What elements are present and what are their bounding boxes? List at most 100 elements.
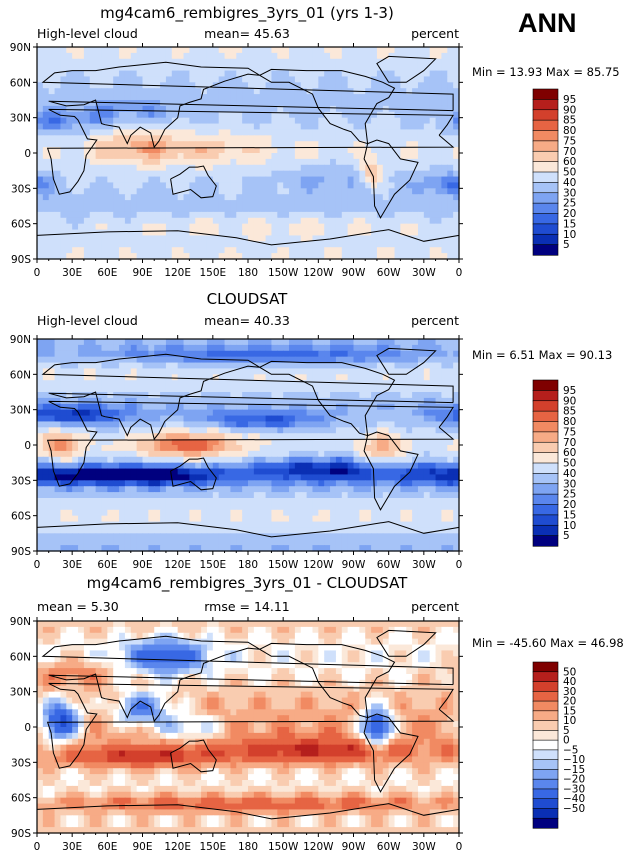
- heatmap-cell: [160, 357, 166, 363]
- heatmap-cell: [107, 141, 113, 147]
- heatmap-cell: [43, 398, 49, 404]
- heatmap-cell: [101, 206, 107, 212]
- heatmap-cell: [371, 94, 377, 100]
- heatmap-cell: [154, 206, 160, 212]
- heatmap-cell: [178, 469, 184, 475]
- heatmap-cell: [172, 224, 178, 230]
- heatmap-cell: [143, 339, 149, 345]
- heatmap-cell: [184, 416, 190, 422]
- heatmap-cell: [154, 510, 160, 516]
- heatmap-cell: [55, 218, 61, 224]
- lon-tick-label: 150W: [268, 267, 299, 279]
- heatmap-cell: [107, 463, 113, 469]
- heatmap-cell: [330, 510, 336, 516]
- heatmap-cell: [107, 416, 113, 422]
- heatmap-cell: [172, 416, 178, 422]
- heatmap-cell: [289, 235, 295, 241]
- heatmap-cell: [406, 230, 412, 236]
- heatmap-cell: [78, 498, 84, 504]
- heatmap-cell: [107, 218, 113, 224]
- heatmap-cell: [289, 212, 295, 218]
- heatmap-cell: [312, 171, 318, 177]
- heatmap-cell: [295, 194, 301, 200]
- heatmap-cell: [119, 230, 125, 236]
- heatmap-cell: [430, 94, 436, 100]
- heatmap-cell: [230, 235, 236, 241]
- heatmap-cell: [283, 339, 289, 345]
- panel-minmax: Min = 13.93 Max = 85.75: [472, 65, 620, 79]
- heatmap-cell: [254, 94, 260, 100]
- heatmap-cell: [318, 474, 324, 480]
- heatmap-cell: [336, 47, 342, 53]
- heatmap-cell: [43, 224, 49, 230]
- heatmap-cell: [436, 177, 442, 183]
- heatmap-cell: [195, 463, 201, 469]
- heatmap-cell: [412, 182, 418, 188]
- heatmap-cell: [37, 433, 43, 439]
- heatmap-cell: [225, 141, 231, 147]
- heatmap-cell: [37, 368, 43, 374]
- heatmap-cell: [160, 218, 166, 224]
- heatmap-cell: [377, 480, 383, 486]
- heatmap-cell: [60, 410, 66, 416]
- heatmap-cell: [131, 351, 137, 357]
- heatmap-cell: [277, 194, 283, 200]
- heatmap-cell: [154, 235, 160, 241]
- heatmap-cell: [307, 463, 313, 469]
- heatmap-cell: [195, 153, 201, 159]
- heatmap-cell: [289, 165, 295, 171]
- heatmap-cell: [271, 247, 277, 253]
- heatmap-cell: [242, 47, 248, 53]
- heatmap-cell: [37, 200, 43, 206]
- heatmap-cell: [377, 404, 383, 410]
- heatmap-cell: [307, 241, 313, 247]
- heatmap-cell: [365, 135, 371, 141]
- heatmap-cell: [148, 47, 154, 53]
- heatmap-cell: [336, 118, 342, 124]
- heatmap-cell: [236, 410, 242, 416]
- heatmap-cell: [242, 433, 248, 439]
- heatmap-cell: [131, 71, 137, 77]
- heatmap-cell: [148, 177, 154, 183]
- heatmap-cell: [101, 135, 107, 141]
- heatmap-cell: [430, 147, 436, 153]
- heatmap-cell: [441, 153, 447, 159]
- heatmap-cell: [359, 135, 365, 141]
- heatmap-cell: [318, 510, 324, 516]
- heatmap-cell: [336, 445, 342, 451]
- heatmap-cell: [248, 106, 254, 112]
- heatmap-cell: [78, 218, 84, 224]
- heatmap-cell: [412, 392, 418, 398]
- heatmap-cell: [154, 380, 160, 386]
- heatmap-cell: [230, 200, 236, 206]
- heatmap-cell: [242, 247, 248, 253]
- heatmap-cell: [236, 421, 242, 427]
- heatmap-cell: [143, 171, 149, 177]
- heatmap-cell: [400, 463, 406, 469]
- heatmap-cell: [37, 59, 43, 65]
- heatmap-cell: [72, 386, 78, 392]
- heatmap-cell: [230, 404, 236, 410]
- heatmap-cell: [131, 510, 137, 516]
- colorbar-swatch: [533, 193, 558, 204]
- heatmap-cell: [101, 433, 107, 439]
- heatmap-cell: [143, 492, 149, 498]
- heatmap-cell: [424, 212, 430, 218]
- heatmap-cell: [49, 404, 55, 410]
- heatmap-cell: [184, 486, 190, 492]
- heatmap-cell: [307, 439, 313, 445]
- heatmap-cell: [201, 492, 207, 498]
- heatmap-cell: [248, 182, 254, 188]
- heatmap-cell: [430, 47, 436, 53]
- heatmap-cell: [96, 218, 102, 224]
- heatmap-cell: [383, 147, 389, 153]
- heatmap-cell: [418, 177, 424, 183]
- heatmap-cell: [377, 94, 383, 100]
- heatmap-cell: [289, 159, 295, 165]
- heatmap-cell: [283, 94, 289, 100]
- heatmap-cell: [283, 351, 289, 357]
- heatmap-cell: [137, 445, 143, 451]
- heatmap-cell: [230, 247, 236, 253]
- heatmap-cell: [189, 457, 195, 463]
- heatmap-cell: [113, 363, 119, 369]
